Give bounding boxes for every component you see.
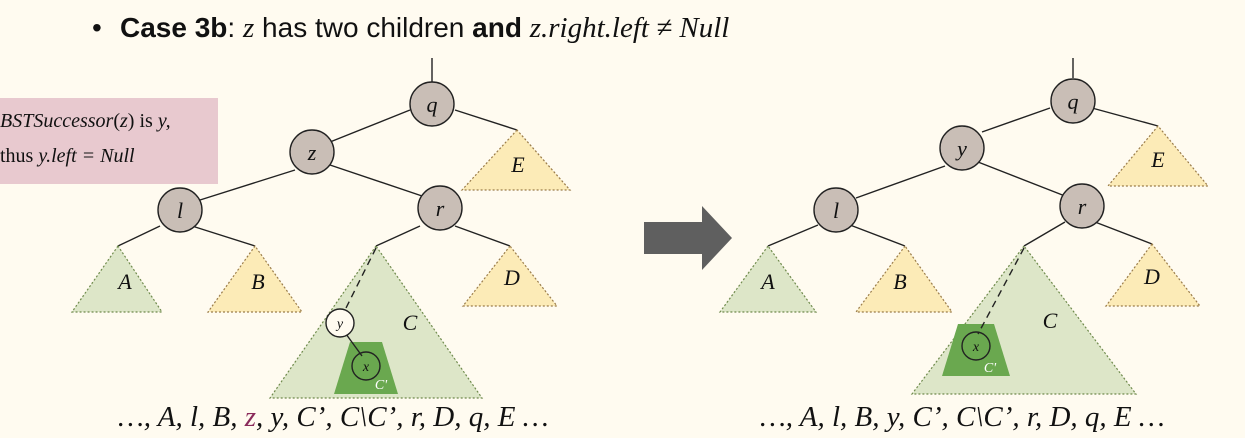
svg-text:x: x: [972, 340, 980, 355]
after-subtree-E: [1106, 125, 1210, 187]
note-thus: thus: [0, 145, 39, 167]
after-edge-q-y: [981, 107, 1051, 133]
before-edge-r-C: [375, 225, 421, 247]
svg-text:z: z: [307, 140, 317, 165]
note-successor-fn: BSTSuccessor: [0, 110, 114, 132]
before-label-C-prime: C': [375, 378, 388, 393]
title-z-variable: z: [242, 12, 255, 44]
after-edge-l-A: [767, 224, 819, 247]
after-edge-y-l: [855, 165, 946, 199]
note-paren-close: ): [127, 110, 135, 132]
before-label-C: C: [403, 310, 418, 335]
successor-note-box: BSTSuccessor(z) is y, thus y.left = Null: [0, 98, 218, 184]
svg-text:l: l: [177, 198, 183, 223]
before-edge-z-l: [199, 169, 296, 201]
before-subtree-D: [461, 245, 559, 307]
slide-title: • Case 3b: z has two children and z.right…: [92, 12, 729, 45]
before-edge-l-A: [117, 225, 161, 247]
before-subtree-E: [460, 129, 572, 191]
note-is: is: [134, 110, 158, 132]
title-condition: z.right.left ≠ Null: [529, 12, 730, 44]
before-edge-r-D: [454, 225, 511, 247]
svg-text:r: r: [436, 196, 445, 221]
before-label-D: D: [503, 265, 520, 290]
after-path-to-x: [977, 247, 1025, 335]
before-node-r: r: [417, 185, 463, 231]
bullet: •: [92, 12, 102, 43]
note-y: y,: [157, 110, 171, 132]
case-label: Case 3b: [120, 12, 228, 43]
before-node-z: z: [289, 129, 335, 175]
note-z: z: [120, 110, 128, 132]
after-edge-y-r: [977, 161, 1066, 197]
before-subtree-A: [70, 244, 164, 313]
after-subtree-B: [854, 244, 954, 313]
before-node-x: x: [351, 351, 381, 381]
before-node-y: y: [325, 308, 355, 338]
svg-text:y: y: [335, 317, 344, 332]
svg-text:r: r: [1078, 194, 1087, 219]
after-node-x: x: [961, 331, 991, 361]
after-label-C-prime: C': [984, 361, 997, 376]
after-inorder-sequence: …, A, l, B, y, C’, C\C’, r, D, q, E …: [760, 401, 1165, 433]
before-edge-q-z: [329, 109, 411, 143]
before-edge-l-B: [191, 225, 256, 247]
right-arrow-icon: [644, 206, 732, 270]
after-node-l: l: [813, 187, 859, 233]
after-subtree-C-prime: [942, 324, 1010, 376]
before-node-l: l: [157, 187, 203, 233]
title-and-text: and: [472, 12, 522, 43]
after-label-A: A: [759, 269, 775, 294]
svg-text:y: y: [955, 136, 967, 161]
before-label-E: E: [510, 152, 525, 177]
svg-text:l: l: [833, 198, 839, 223]
after-edge-r-D: [1094, 221, 1153, 245]
after-node-y: y: [939, 125, 985, 171]
before-subtree-C-prime: [334, 342, 398, 394]
before-label-B: B: [251, 269, 264, 294]
before-tree: q z l r y x A B: [70, 58, 572, 433]
after-tree: q y l r x A B C D E C' …,: [718, 58, 1210, 433]
title-colon: :: [227, 12, 236, 43]
after-label-D: D: [1143, 264, 1160, 289]
after-subtree-D: [1104, 243, 1202, 307]
before-edge-z-r: [329, 164, 429, 199]
after-subtree-A: [718, 244, 818, 313]
svg-text:q: q: [427, 92, 438, 117]
after-edge-l-B: [849, 224, 906, 247]
before-inorder-sequence: …, A, l, B, z, y, C’, C\C’, r, D, q, E …: [118, 401, 548, 433]
after-edge-r-C: [1023, 221, 1066, 247]
svg-text:q: q: [1068, 89, 1079, 114]
before-subtree-B: [206, 244, 304, 313]
after-node-r: r: [1059, 183, 1105, 229]
note-line-1: BSTSuccessor(z) is y,: [0, 104, 218, 139]
note-line-2: thus y.left = Null: [0, 139, 218, 174]
after-node-q: q: [1050, 78, 1096, 124]
before-label-A: A: [116, 269, 132, 294]
before-subtree-C: [268, 244, 484, 399]
note-y-left-null: y.left = Null: [38, 145, 135, 167]
before-edge-y-x: [345, 333, 363, 357]
before-node-q: q: [409, 81, 455, 127]
after-label-B: B: [893, 269, 906, 294]
title-has-text: has two children: [254, 12, 473, 43]
after-label-C: C: [1043, 308, 1058, 333]
svg-text:x: x: [362, 360, 370, 375]
note-paren-open: (: [113, 110, 120, 132]
before-edge-q-E: [454, 109, 518, 131]
after-label-E: E: [1150, 147, 1165, 172]
after-edge-q-E: [1091, 107, 1159, 127]
